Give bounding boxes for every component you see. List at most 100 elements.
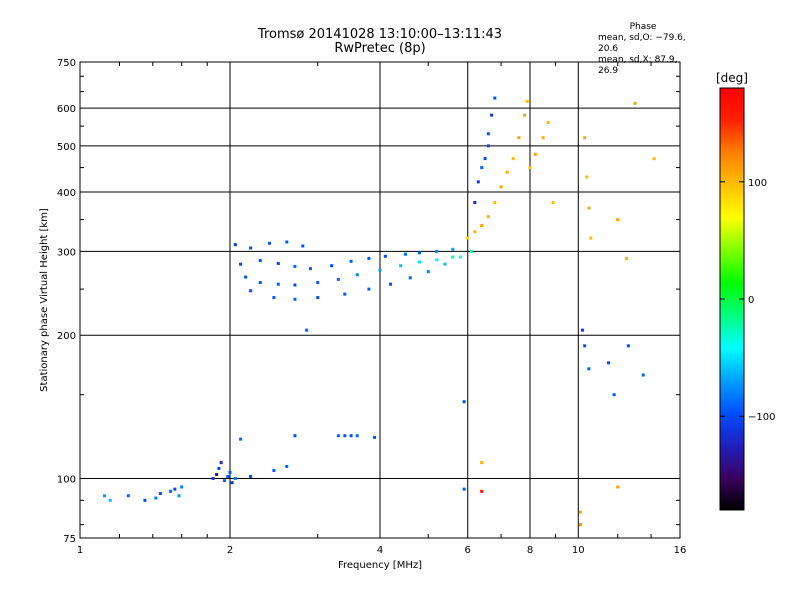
data-point — [486, 144, 490, 148]
data-point — [511, 157, 515, 161]
data-point — [473, 201, 477, 205]
data-point — [533, 152, 537, 156]
data-point — [551, 201, 555, 205]
data-point — [239, 437, 243, 441]
data-point — [417, 251, 421, 255]
data-point — [476, 180, 480, 184]
data-point — [499, 185, 503, 189]
colorbar-tick-label: 0 — [748, 295, 754, 306]
y-tick-label-100: 100 — [57, 475, 76, 486]
data-point — [272, 468, 276, 472]
data-point — [249, 246, 253, 250]
data-point — [389, 282, 393, 286]
data-point — [158, 492, 162, 496]
data-point — [417, 260, 421, 264]
data-point — [486, 215, 490, 219]
data-point — [462, 487, 466, 491]
x-tick-label-10: 10 — [572, 545, 585, 556]
y-tick-label-200: 200 — [57, 331, 76, 342]
y-tick-label-300: 300 — [57, 247, 76, 258]
data-point — [249, 289, 253, 293]
data-point — [612, 393, 616, 397]
data-point — [578, 523, 582, 527]
data-point — [217, 466, 221, 470]
data-point — [466, 236, 470, 240]
data-point — [336, 277, 340, 281]
data-point — [633, 101, 637, 105]
data-point — [249, 474, 253, 478]
data-point — [211, 477, 215, 481]
phase-stats: Phase mean, sd,O: −79.6, 20.6 mean, sd,X… — [598, 22, 688, 77]
data-point — [480, 166, 484, 170]
data-point — [443, 262, 447, 266]
data-point — [480, 224, 484, 228]
data-point — [525, 99, 529, 103]
y-tick-label-500: 500 — [57, 142, 76, 153]
data-point — [383, 254, 387, 258]
data-point — [355, 273, 359, 277]
x-tick-label-2: 2 — [227, 545, 233, 556]
colorbar-ticks: 100 0 −100 — [720, 178, 775, 423]
data-point — [285, 240, 289, 244]
data-point — [480, 489, 484, 493]
data-point — [578, 510, 582, 514]
data-point — [541, 136, 545, 140]
data-points — [103, 96, 656, 527]
data-point — [583, 136, 587, 140]
data-point — [493, 201, 497, 205]
data-point — [103, 494, 107, 498]
y-tick-label-400: 400 — [57, 188, 76, 199]
data-point — [108, 498, 112, 502]
data-point — [408, 276, 412, 280]
data-point — [343, 292, 347, 296]
data-point — [180, 485, 184, 489]
data-point — [616, 218, 620, 222]
data-point — [399, 264, 403, 268]
y-axis-ticks: 75 100 200 300 400 500 600 750 — [57, 58, 680, 545]
x-axis-ticks: 1 2 4 6 8 10 16 — [77, 62, 687, 556]
x-tick-label-1: 1 — [77, 545, 83, 556]
data-point — [169, 489, 173, 493]
plot-frame — [79, 61, 681, 539]
data-point — [483, 157, 487, 161]
x-axis-label: Frequency [MHz] — [338, 560, 422, 571]
data-point — [228, 470, 232, 474]
data-point — [493, 96, 497, 100]
data-point — [458, 255, 462, 259]
data-point — [587, 367, 591, 371]
phase-stats-x: mean, sd,X: 87.9, 26.9 — [598, 55, 678, 76]
x-tick-label-16: 16 — [674, 545, 687, 556]
x-tick-label-8: 8 — [527, 545, 533, 556]
colorbar-unit: [deg] — [716, 71, 748, 85]
x-tick-label-6: 6 — [465, 545, 471, 556]
y-tick-label-750: 750 — [57, 58, 76, 69]
data-point — [652, 157, 656, 161]
data-point — [451, 255, 455, 259]
phase-stats-heading: Phase — [629, 22, 657, 32]
y-axis-label: Stationary phase Virtual Height [km] — [39, 208, 50, 392]
data-point — [616, 485, 620, 489]
chart-title: Tromsø 20141028 13:10:00–13:11:43 — [257, 27, 503, 42]
data-point — [480, 461, 484, 465]
data-point — [244, 275, 248, 279]
data-point — [276, 261, 280, 265]
data-point — [258, 259, 262, 263]
data-point — [293, 264, 297, 268]
data-point — [154, 496, 158, 500]
data-point — [426, 270, 430, 274]
data-point — [581, 328, 585, 332]
data-point — [293, 434, 297, 438]
data-point — [258, 281, 262, 285]
colorbar-tick-label: −100 — [748, 412, 775, 423]
x-tick-label-4: 4 — [377, 545, 383, 556]
data-point — [143, 498, 147, 502]
data-point — [378, 268, 382, 272]
data-point — [505, 170, 509, 174]
data-point — [367, 256, 371, 260]
data-point — [625, 256, 629, 260]
data-point — [126, 494, 130, 498]
data-point — [546, 120, 550, 124]
data-point — [641, 373, 645, 377]
data-point — [469, 249, 473, 253]
data-point — [367, 287, 371, 291]
